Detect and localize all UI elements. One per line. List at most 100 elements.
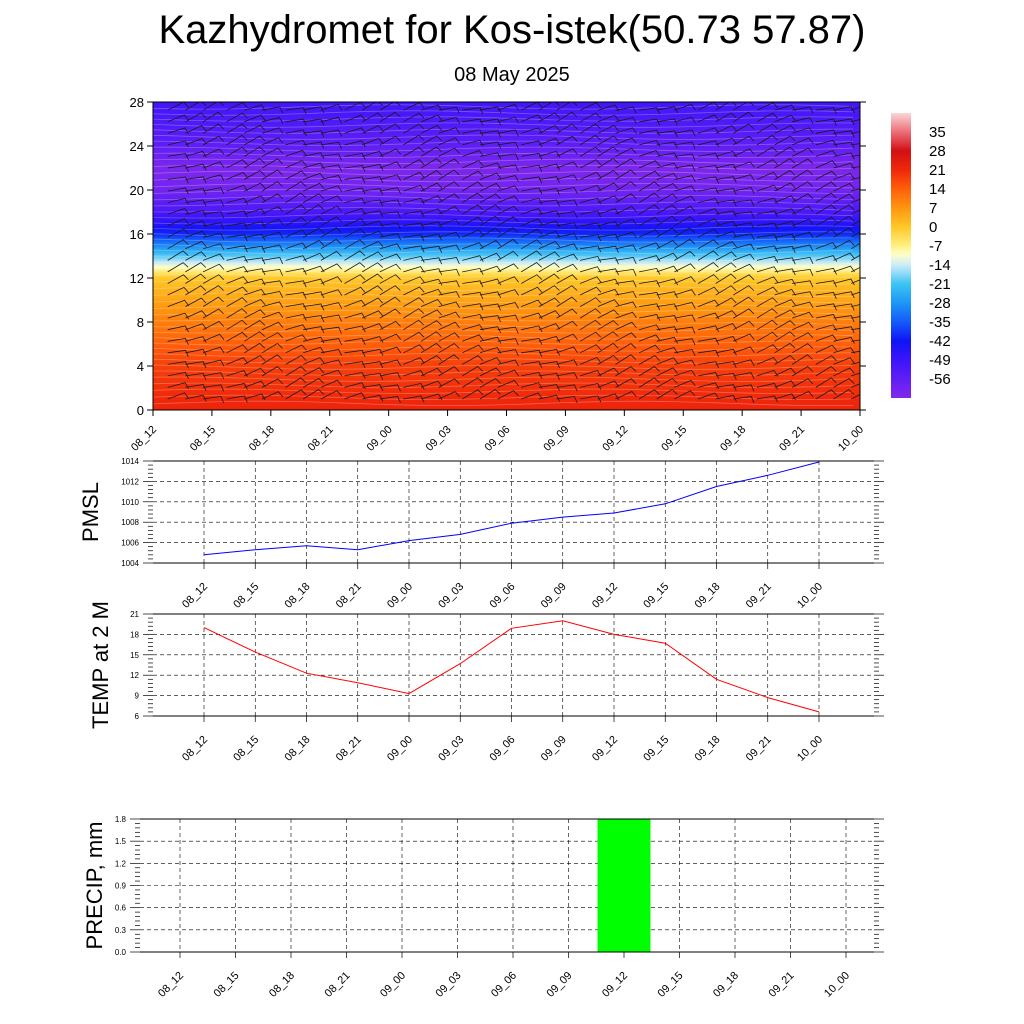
wind-barb xyxy=(497,185,519,192)
heatmap-x-axis: 08_12 08_15 08_18 08_21 09_00 09_03 09_06 09_09… xyxy=(129,410,866,454)
wind-barb xyxy=(303,106,325,114)
wind-barb xyxy=(320,153,342,161)
wind-barb xyxy=(556,233,578,240)
wind-barb xyxy=(792,332,814,342)
wind-barb xyxy=(185,297,207,307)
wind-barb xyxy=(497,153,519,161)
wind-barb xyxy=(438,291,460,298)
wind-barb xyxy=(462,170,484,180)
wind-barb xyxy=(674,326,696,334)
wind-barb xyxy=(320,338,342,346)
wind-barb xyxy=(421,221,443,228)
wind-barb xyxy=(521,164,543,172)
wind-barb xyxy=(403,102,425,111)
wind-barb xyxy=(851,316,860,319)
y-tick-label: 18 xyxy=(130,630,139,639)
wind-barb xyxy=(438,147,460,157)
contour-line xyxy=(153,370,854,376)
wind-barb xyxy=(344,250,366,261)
contour-line xyxy=(153,303,854,310)
wind-barb xyxy=(479,193,501,203)
wind-barb xyxy=(438,181,460,192)
wind-barb xyxy=(497,195,519,203)
wind-barb xyxy=(815,107,837,115)
wind-barb xyxy=(597,170,619,180)
wind-barb xyxy=(344,299,366,307)
contour-line xyxy=(153,122,854,128)
wind-barb xyxy=(261,117,284,124)
wind-barb xyxy=(303,240,325,250)
contour-line xyxy=(153,128,854,134)
wind-barb xyxy=(556,285,578,296)
wind-barb xyxy=(674,185,696,193)
wind-barb xyxy=(538,323,561,331)
x-tick-label: 08_21 xyxy=(334,734,364,764)
wind-barb xyxy=(362,230,384,238)
wind-barb xyxy=(403,146,425,157)
wind-barb xyxy=(579,319,601,331)
wind-barb xyxy=(462,160,484,169)
wind-barb xyxy=(774,157,796,169)
wind-barb xyxy=(638,334,661,342)
wind-barb xyxy=(639,107,661,115)
wind-barb xyxy=(479,182,502,192)
wind-barb xyxy=(597,299,620,307)
wind-barb xyxy=(167,165,189,173)
wind-barb xyxy=(851,143,860,146)
wind-barb xyxy=(403,234,425,242)
x-tick-label: 08_12 xyxy=(180,734,210,764)
wind-barb xyxy=(580,255,602,263)
wind-barb xyxy=(244,157,266,169)
wind-barb xyxy=(344,337,366,345)
wind-barb xyxy=(320,379,343,388)
wind-barb xyxy=(361,102,383,111)
wind-barb xyxy=(226,276,248,284)
wind-barb xyxy=(379,274,401,284)
wind-barb xyxy=(538,199,560,207)
wind-barb xyxy=(261,378,283,388)
wind-barb xyxy=(815,242,838,250)
contour-line xyxy=(153,340,854,346)
wind-barb xyxy=(285,149,307,157)
wind-barb xyxy=(639,314,661,321)
wind-barb xyxy=(615,301,637,309)
wind-barb xyxy=(815,314,837,321)
x-tick-label: 09_18 xyxy=(718,424,748,454)
wind-barb xyxy=(638,229,661,238)
wind-barb xyxy=(420,182,443,192)
wind-barb xyxy=(833,183,855,192)
wind-barb xyxy=(756,276,779,284)
wind-barb xyxy=(320,369,343,377)
y-tick-label: 0.6 xyxy=(115,904,127,913)
wind-barb xyxy=(538,394,561,402)
wind-barb xyxy=(538,137,561,146)
wind-barb xyxy=(792,256,814,264)
wind-barb xyxy=(203,233,225,240)
wind-barb xyxy=(615,205,637,215)
contour-line xyxy=(153,279,854,286)
wind-barb xyxy=(733,111,755,123)
wind-barb xyxy=(479,291,502,299)
colorbar-label: -35 xyxy=(929,314,951,331)
wind-barb xyxy=(379,187,401,194)
wind-barb xyxy=(285,204,307,215)
wind-barb xyxy=(362,199,384,207)
wind-barb xyxy=(185,240,207,250)
wind-barb xyxy=(597,367,619,377)
wind-barb xyxy=(344,187,366,195)
x-tick-label: 09_12 xyxy=(590,734,620,764)
wind-barb xyxy=(167,187,189,195)
wind-barb xyxy=(244,124,266,134)
wind-barb xyxy=(285,389,307,400)
wind-barb xyxy=(774,299,796,307)
wind-barb xyxy=(362,176,384,184)
wind-barb xyxy=(538,384,560,392)
wind-barb xyxy=(379,161,402,169)
wind-barb xyxy=(697,337,720,345)
x-tick-label: 08_15 xyxy=(212,970,242,1000)
wind-barb xyxy=(497,326,519,334)
wind-barb xyxy=(379,199,401,207)
wind-barb xyxy=(420,104,443,112)
precip-bar xyxy=(597,819,651,952)
